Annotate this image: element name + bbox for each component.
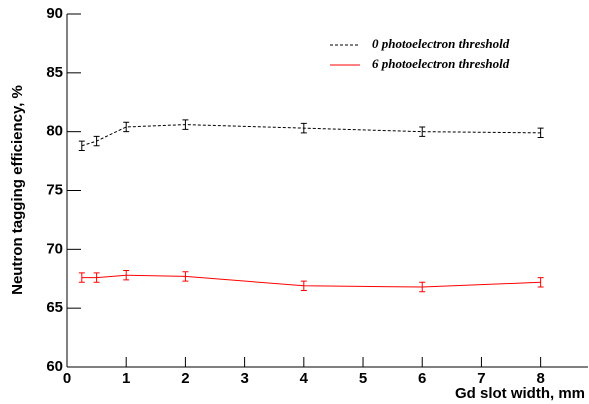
y-axis-label: Neutron tagging efficiency, % (9, 85, 26, 295)
error-bar (123, 270, 130, 281)
error-bar (300, 122, 307, 134)
error-bar (78, 140, 85, 151)
y-tick-label: 60 (46, 358, 63, 375)
error-bar (419, 281, 426, 293)
error-bar (93, 272, 100, 283)
x-tick-label: 2 (181, 370, 189, 387)
x-tick-label: 3 (240, 370, 248, 387)
x-tick-label: 4 (300, 370, 309, 387)
legend-label: 0 photoelectron threshold (372, 36, 510, 51)
y-tick-label: 70 (46, 240, 63, 257)
error-bar (123, 121, 130, 133)
x-tick-label: 0 (63, 370, 71, 387)
x-tick-label: 5 (359, 370, 367, 387)
x-axis-label: Gd slot width, mm (455, 385, 585, 402)
y-tick-label: 80 (46, 123, 63, 140)
series-line (81, 274, 541, 288)
error-bar (537, 277, 544, 288)
error-bar (182, 271, 189, 282)
series-line (81, 124, 541, 147)
y-tick-label: 90 (46, 5, 63, 22)
error-bar (300, 280, 307, 292)
y-tick-label: 85 (46, 64, 63, 81)
legend-label: 6 photoelectron threshold (372, 56, 510, 71)
x-tick-label: 8 (536, 370, 544, 387)
y-tick-label: 75 (46, 181, 63, 198)
error-bar (182, 119, 189, 130)
error-bar (419, 126, 426, 137)
x-tick-label: 7 (477, 370, 485, 387)
error-bar (78, 272, 85, 283)
x-tick-label: 1 (122, 370, 130, 387)
error-bar (537, 127, 544, 139)
error-bar (93, 135, 100, 147)
y-tick-label: 65 (46, 299, 63, 316)
x-tick-label: 6 (418, 370, 426, 387)
